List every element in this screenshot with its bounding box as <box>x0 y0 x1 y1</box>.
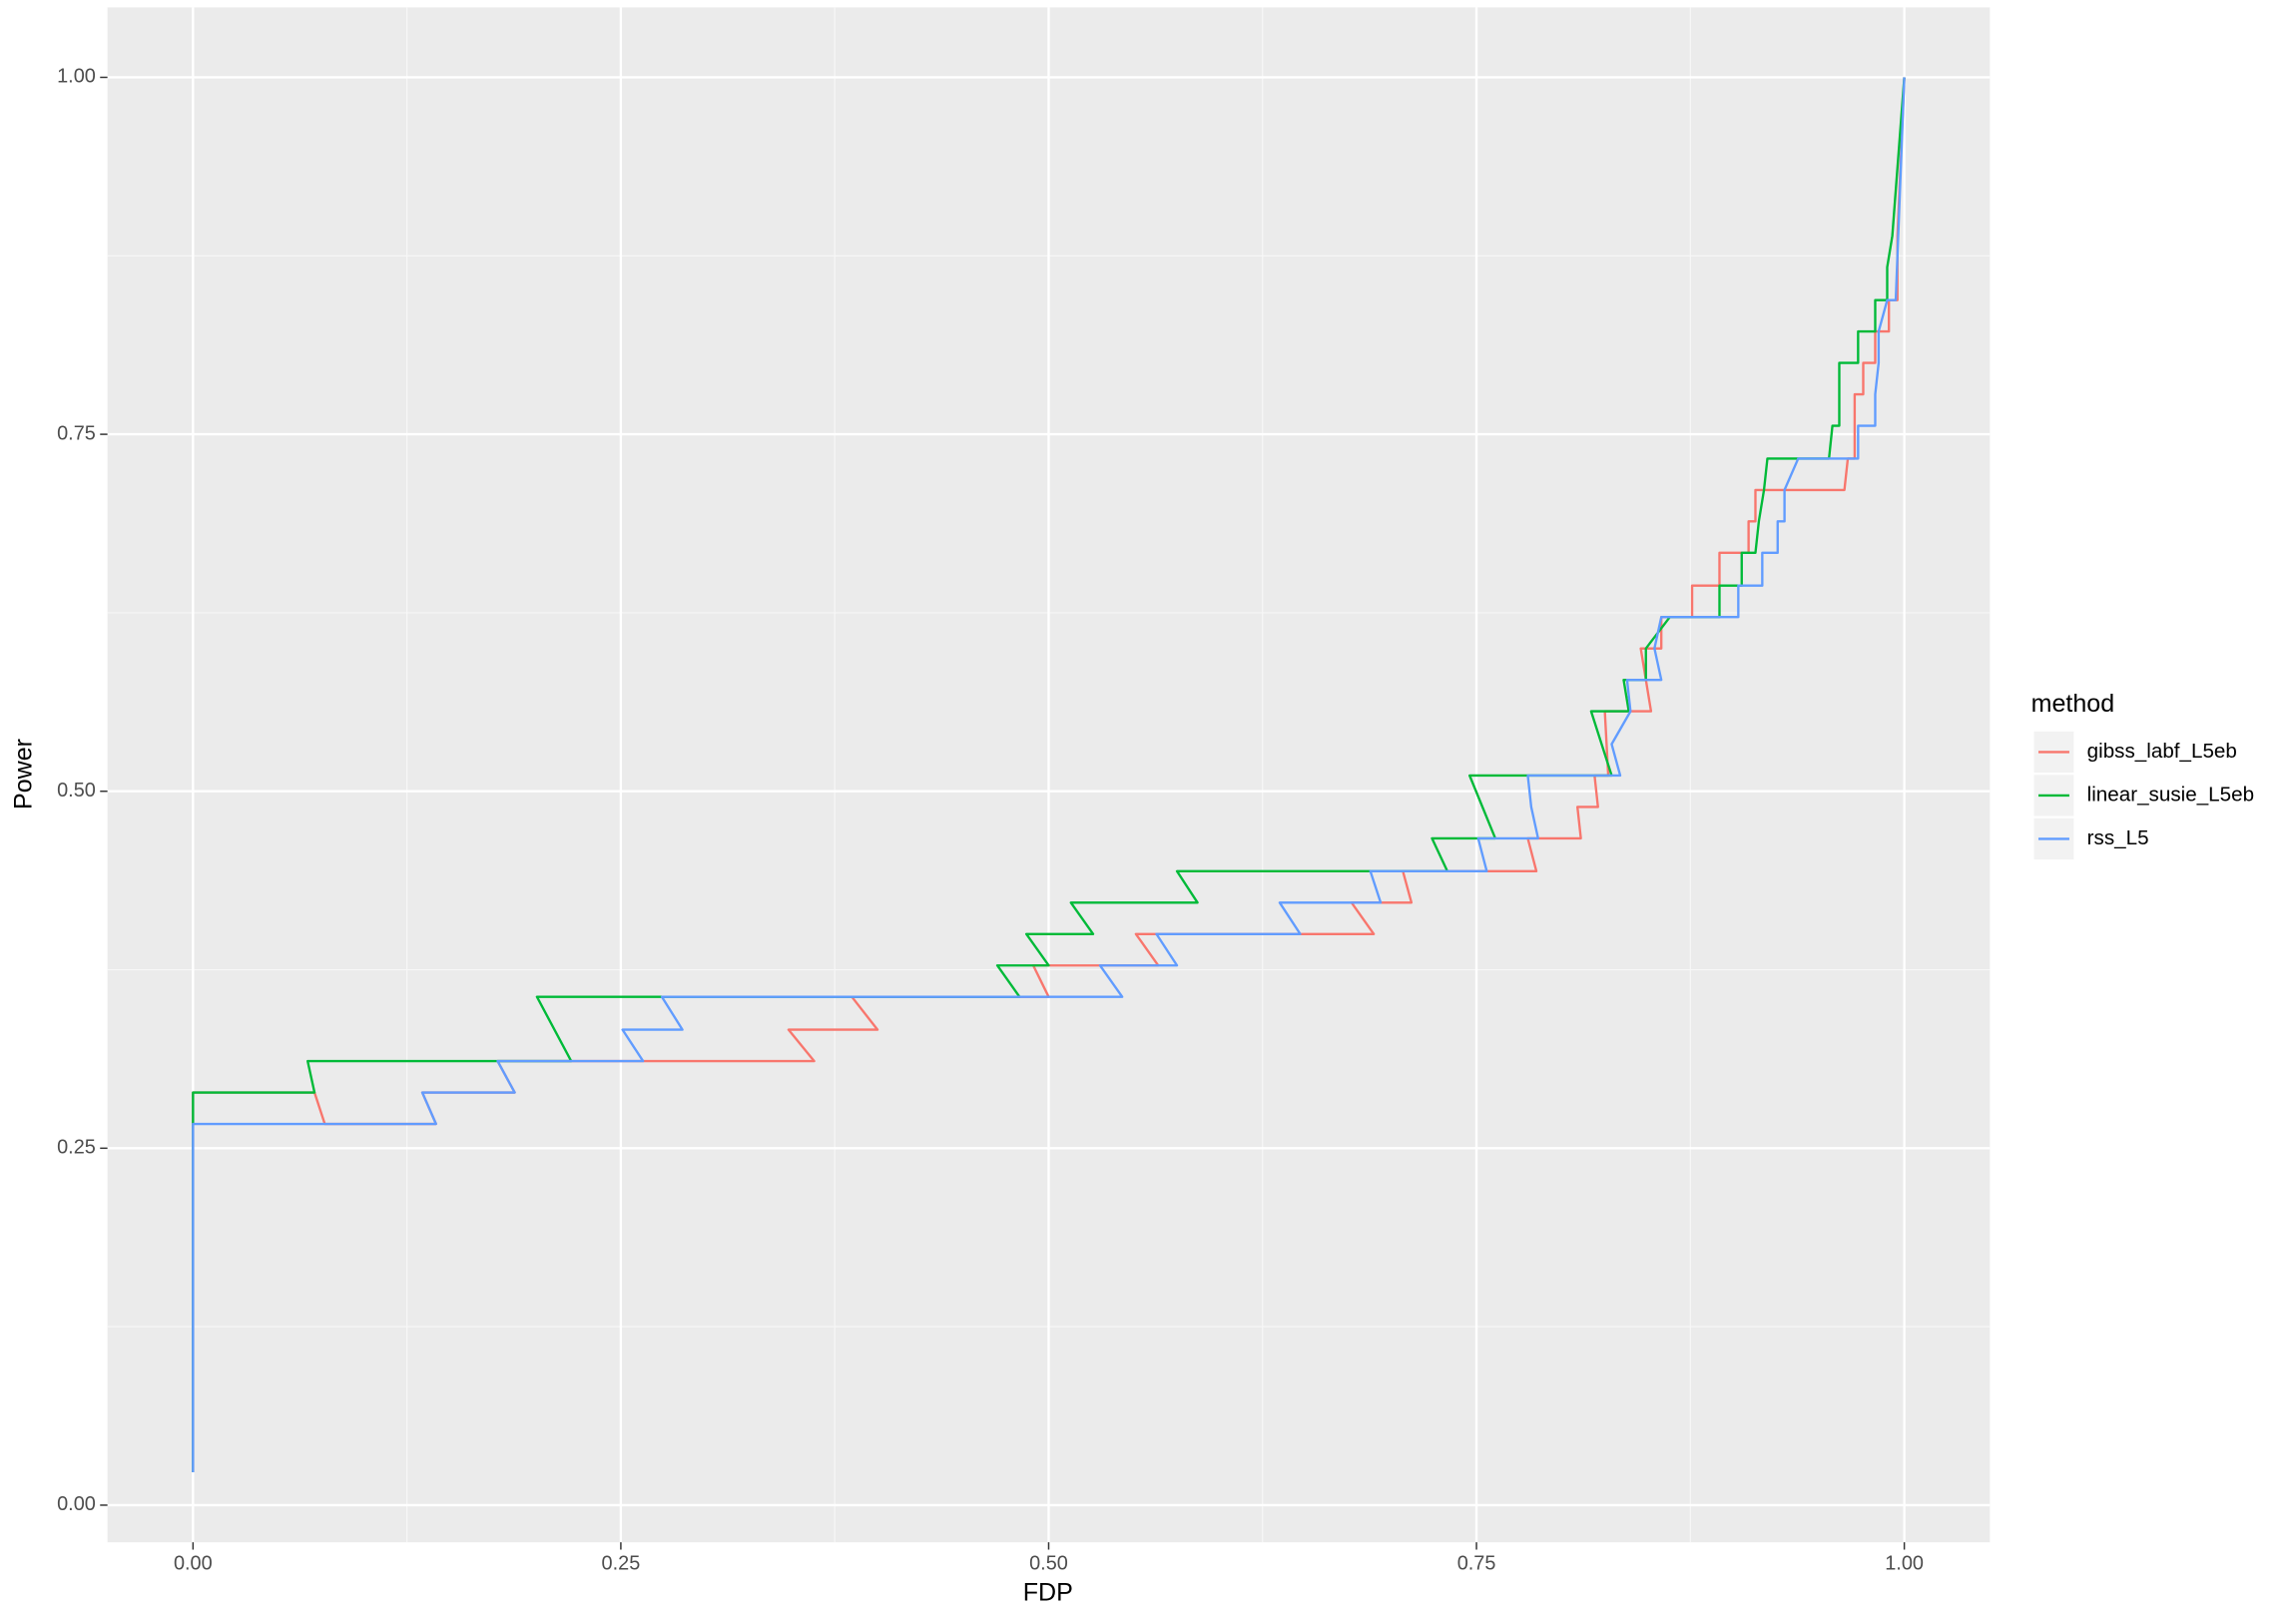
legend-title: method <box>2031 690 2115 718</box>
y-tick-label: 1.00 <box>57 66 96 88</box>
grid <box>107 7 1991 1543</box>
y-tick-label: 0.25 <box>57 1137 96 1159</box>
x-tick-label: 0.50 <box>1029 1553 1068 1575</box>
lines <box>192 77 1906 1473</box>
x-tick-label: 0.75 <box>1457 1553 1496 1575</box>
legend-label: rss_L5 <box>2087 826 2149 849</box>
x-tick-label: 1.00 <box>1885 1553 1924 1575</box>
legend-label: gibss_labf_L5eb <box>2087 740 2237 763</box>
y-tick-label: 0.50 <box>57 780 96 802</box>
x-tick-label: 0.00 <box>174 1553 213 1575</box>
x-tick-label: 0.25 <box>602 1553 641 1575</box>
series-line <box>192 77 1906 1473</box>
legend: gibss_labf_L5eb linear_susie_L5eb rss_L5 <box>2033 731 2254 860</box>
y-tick-label: 0.75 <box>57 422 96 444</box>
y-tick-label: 0.00 <box>57 1493 96 1515</box>
x-axis-label: FDP <box>1023 1578 1073 1606</box>
legend-label: linear_susie_L5eb <box>2087 783 2254 806</box>
y-axis-label: Power <box>10 739 38 809</box>
